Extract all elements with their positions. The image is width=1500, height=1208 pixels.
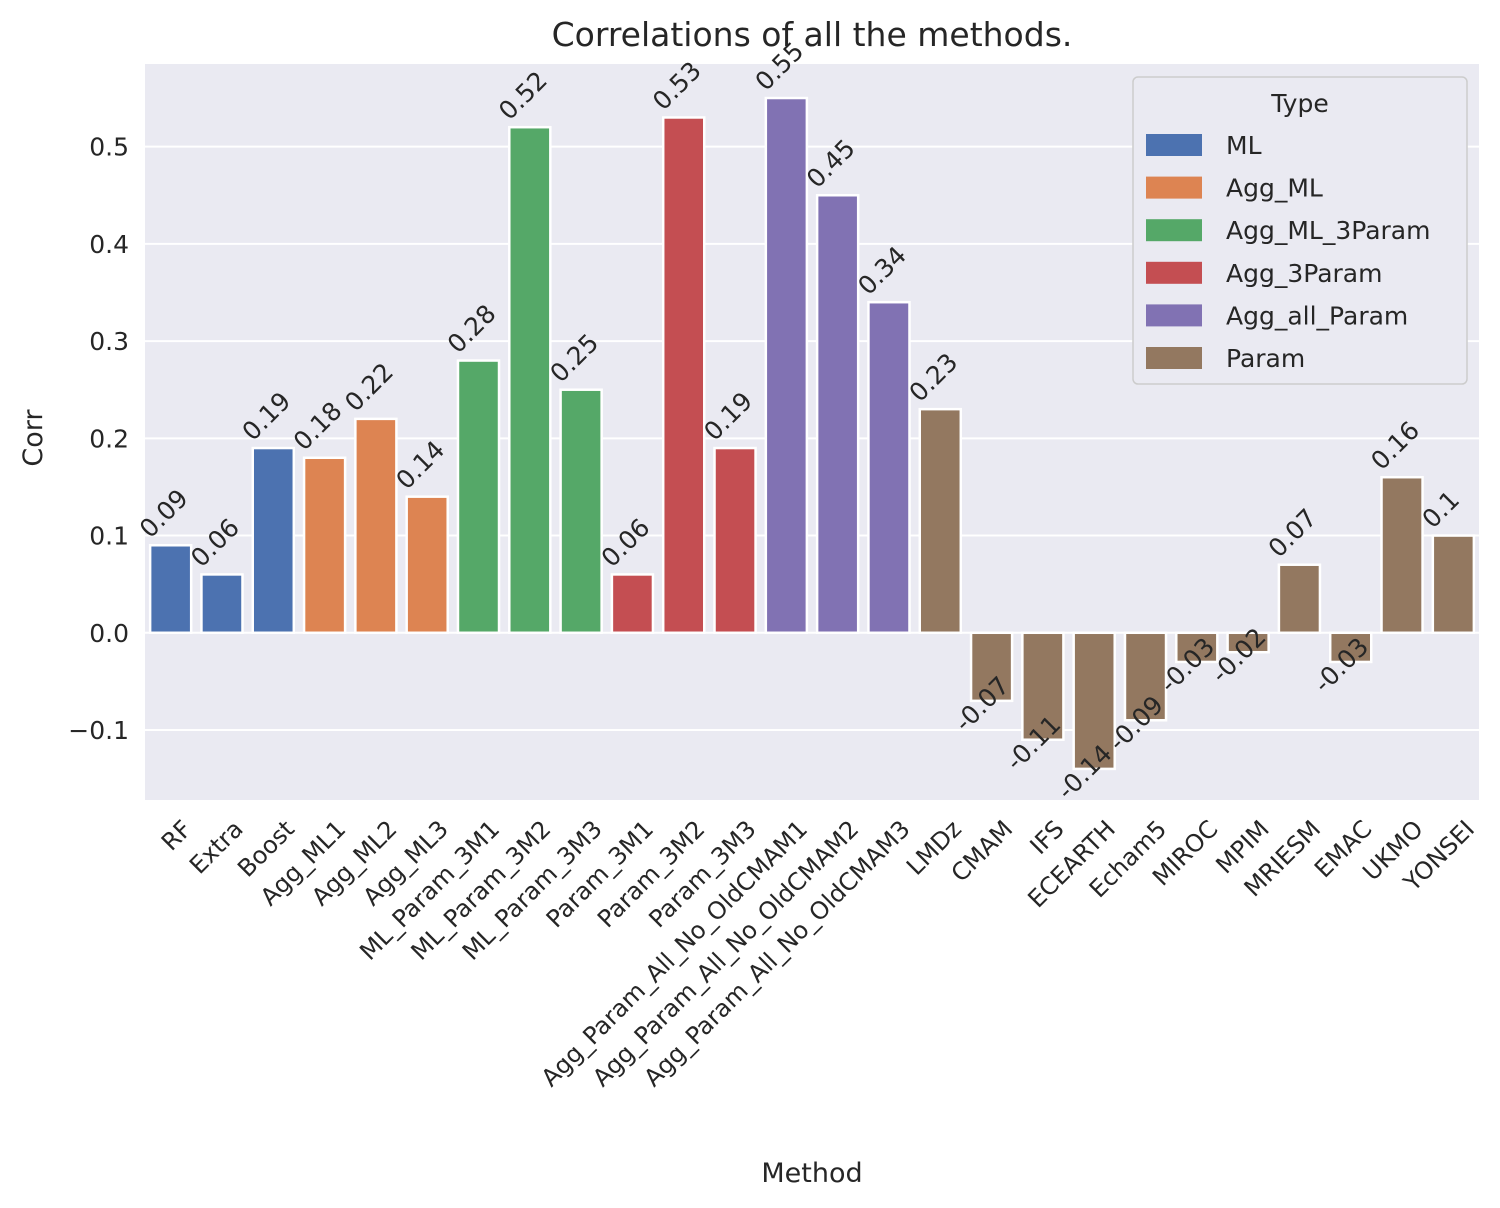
y-tick-label: 0.2	[89, 424, 129, 453]
bar	[1277, 563, 1322, 635]
bar	[302, 456, 347, 635]
legend-frame	[1132, 76, 1468, 385]
bar	[456, 359, 501, 635]
bar	[1123, 631, 1168, 722]
legend-entries: ML Agg_ML Agg_ML_3Param Agg_3Param Agg_all_P…	[1146, 131, 1430, 373]
bar	[405, 495, 449, 635]
bar	[148, 544, 193, 635]
legend: Type ML Agg_ML Agg_ML_3Param Agg_3Param Agg_…	[1132, 76, 1468, 385]
legend-label: ML	[1226, 131, 1262, 160]
bars	[148, 96, 1476, 771]
y-tick-label: 0.0	[89, 619, 129, 648]
bar	[1431, 534, 1476, 635]
bar	[1226, 631, 1270, 654]
y-tick-label: 0.5	[89, 133, 129, 162]
bar	[713, 446, 757, 635]
legend-title: Type	[1270, 89, 1328, 118]
legend-label: Agg_ML_3Param	[1226, 216, 1430, 245]
bar	[559, 388, 603, 635]
bar	[918, 407, 963, 635]
bar	[867, 300, 911, 635]
y-axis-label: Corr	[18, 409, 49, 467]
bar	[1328, 631, 1373, 664]
bar	[969, 631, 1014, 703]
y-tick-label: −0.1	[68, 716, 129, 745]
legend-swatch	[1146, 176, 1202, 199]
bar	[610, 573, 655, 635]
y-axis-ticks: −0.1 0.0 0.1 0.2 0.3 0.4 0.5	[68, 133, 129, 745]
x-axis-label: Method	[761, 1158, 862, 1189]
bar	[1072, 631, 1116, 771]
legend-swatch	[1146, 134, 1202, 156]
x-axis-ticks: RFExtraBoostAgg_ML1Agg_ML2Agg_ML3ML_Para…	[156, 815, 1480, 1092]
chart-title: Correlations of all the methods.	[552, 15, 1073, 54]
bar	[1380, 475, 1424, 635]
y-tick-label: 0.3	[89, 327, 129, 356]
bar	[764, 96, 809, 635]
legend-label: Agg_3Param	[1226, 259, 1382, 288]
legend-swatch	[1146, 261, 1202, 284]
bar	[354, 417, 398, 635]
legend-swatch	[1146, 219, 1202, 242]
legend-label: Agg_all_Param	[1226, 301, 1408, 330]
legend-swatch	[1146, 304, 1202, 327]
legend-label: Agg_ML	[1226, 174, 1323, 203]
bar	[661, 116, 706, 635]
bar	[1021, 631, 1065, 741]
y-tick-label: 0.1	[89, 522, 129, 551]
x-tick-label: RF	[156, 815, 197, 856]
bar	[508, 125, 552, 635]
bar	[251, 446, 296, 635]
y-tick-label: 0.4	[89, 230, 129, 259]
legend-label: Param	[1226, 344, 1305, 373]
bar	[1175, 631, 1219, 664]
bar	[200, 573, 244, 635]
bar	[815, 194, 860, 635]
legend-swatch	[1146, 347, 1202, 369]
